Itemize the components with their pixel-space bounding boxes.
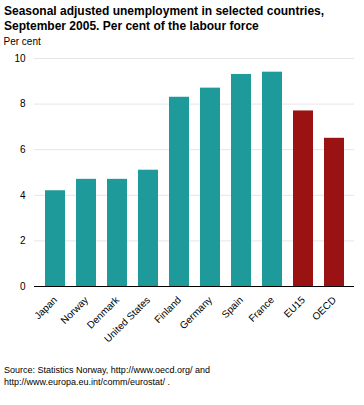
svg-text:Norway: Norway	[58, 294, 91, 326]
svg-text:OECD: OECD	[310, 294, 338, 322]
svg-text:France: France	[246, 294, 276, 324]
svg-text:Finland: Finland	[152, 294, 183, 325]
html-text:Source: Statistics Norway, htt: Source: Statistics Norway, http://www.oe…	[4, 365, 210, 387]
html-text:Seasonal adjusted unemployment: Seasonal adjusted unemployment in select…	[4, 4, 325, 33]
svg-text:0: 0	[20, 281, 26, 292]
svg-text:Denmark: Denmark	[84, 294, 122, 331]
svg-text:4: 4	[20, 190, 26, 201]
svg-text:Japan: Japan	[32, 294, 59, 321]
svg-text:United States: United States	[102, 294, 152, 344]
svg-text:EU15: EU15	[282, 294, 308, 320]
svg-text:Spain: Spain	[219, 294, 245, 320]
svg-text:Per cent: Per cent	[4, 36, 41, 47]
svg-text:8: 8	[20, 98, 26, 109]
svg-text:6: 6	[20, 144, 26, 155]
svg-text:2: 2	[20, 235, 26, 246]
svg-text:10: 10	[14, 53, 26, 64]
svg-text:Germany: Germany	[177, 294, 214, 331]
